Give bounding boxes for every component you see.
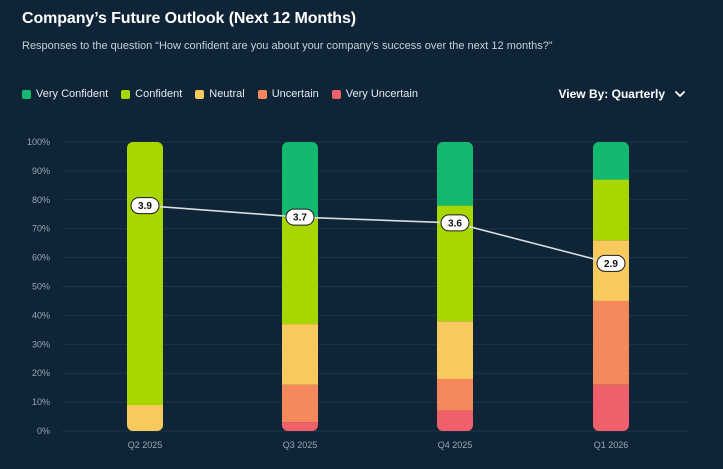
bar-stack (593, 142, 629, 431)
view-by-label: View By: Quarterly (558, 87, 665, 101)
chart-title: Company’s Future Outlook (Next 12 Months… (22, 10, 356, 27)
bar-stack (127, 142, 163, 431)
bar-segment[interactable] (593, 179, 629, 241)
y-tick-label: 100% (27, 137, 50, 147)
legend-label: Uncertain (271, 88, 319, 100)
bar-segment[interactable] (282, 142, 318, 218)
legend-label: Very Uncertain (345, 88, 418, 100)
bar-segment[interactable] (593, 384, 629, 431)
y-tick-label: 30% (32, 339, 50, 349)
bar-segment[interactable] (437, 410, 473, 431)
chevron-down-icon (675, 90, 685, 98)
legend-item[interactable]: Very Uncertain (331, 88, 418, 100)
y-tick-label: 60% (32, 253, 50, 263)
legend-label: Neutral (209, 88, 245, 100)
bar-stack (437, 142, 473, 431)
legend: Very Confident Confident Neutral Uncertain V… (22, 88, 418, 100)
legend-swatch (257, 89, 267, 99)
legend-item[interactable]: Uncertain (257, 88, 319, 100)
average-point-pill (285, 208, 315, 226)
legend-swatch (22, 89, 31, 99)
average-point-pill (440, 214, 470, 232)
average-point-label: 2.9 (604, 259, 618, 270)
bar-segment[interactable] (282, 384, 318, 423)
average-point-label: 3.6 (448, 218, 462, 229)
y-tick-label: 40% (32, 310, 50, 320)
bar-segment[interactable] (282, 217, 318, 325)
bar-segment[interactable] (127, 142, 163, 405)
y-tick-label: 80% (32, 195, 50, 205)
y-tick-label: 70% (32, 224, 50, 234)
bar-segment[interactable] (593, 300, 629, 385)
x-tick-label: Q3 2025 (283, 440, 318, 450)
y-tick-label: 90% (32, 166, 50, 176)
average-point-label: 3.7 (293, 213, 307, 224)
x-tick-label: Q4 2025 (438, 440, 473, 450)
average-point-label: 3.9 (138, 201, 152, 212)
legend-swatch (195, 89, 205, 99)
chart-subtitle: Responses to the question “How confident… (22, 40, 553, 52)
legend-item[interactable]: Confident (121, 88, 182, 100)
average-point-pill (130, 197, 160, 215)
bar-segment[interactable] (127, 404, 163, 431)
y-tick-label: 10% (32, 397, 50, 407)
y-tick-label: 0% (37, 426, 50, 436)
y-tick-label: 20% (32, 368, 50, 378)
bar-stack (282, 142, 318, 431)
bar-segment[interactable] (437, 321, 473, 379)
view-by-dropdown[interactable]: View By: Quarterly (558, 87, 685, 101)
legend-label: Confident (135, 88, 183, 100)
bar-segment[interactable] (282, 324, 318, 385)
legend-swatch (331, 89, 341, 99)
bar-segment[interactable] (437, 378, 473, 411)
average-line (144, 204, 612, 265)
y-tick-label: 50% (32, 282, 50, 292)
bar-segment[interactable] (282, 422, 318, 431)
x-tick-label: Q2 2025 (128, 440, 163, 450)
legend-swatch (121, 89, 131, 99)
legend-item[interactable]: Very Confident (22, 88, 108, 100)
legend-item[interactable]: Neutral (195, 88, 245, 100)
legend-label: Very Confident (36, 88, 109, 100)
x-tick-label: Q1 2026 (594, 440, 629, 450)
bar-segment[interactable] (593, 142, 629, 180)
average-point-pill (596, 254, 626, 272)
bar-segment[interactable] (437, 142, 473, 206)
